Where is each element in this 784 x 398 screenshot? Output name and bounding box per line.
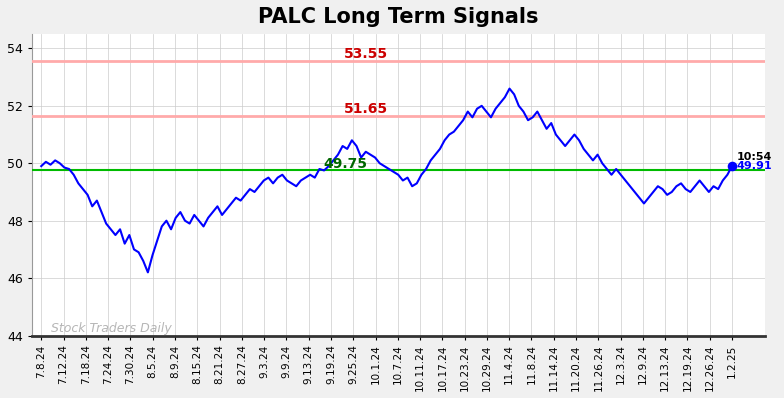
Point <box>726 163 739 169</box>
Text: 51.65: 51.65 <box>344 102 388 116</box>
Text: Stock Traders Daily: Stock Traders Daily <box>50 322 171 335</box>
Text: 49.91: 49.91 <box>737 161 772 171</box>
Text: 53.55: 53.55 <box>344 47 388 61</box>
Text: 10:54: 10:54 <box>737 152 772 162</box>
Title: PALC Long Term Signals: PALC Long Term Signals <box>258 7 539 27</box>
Text: 49.75: 49.75 <box>323 156 367 171</box>
